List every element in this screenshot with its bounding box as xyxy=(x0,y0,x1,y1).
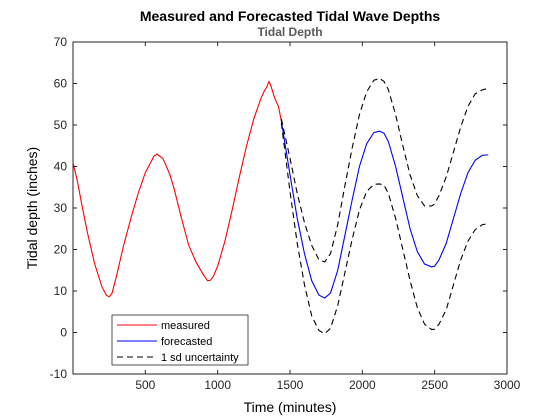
y-tick-label: -10 xyxy=(50,367,68,381)
x-tick-label: 3000 xyxy=(494,378,521,392)
ticks-layer: 500 1000 1500 2000 2500 3000 -10 0 10 20 30 40 50 60 7… xyxy=(50,35,521,392)
chart-subtitle: Tidal Depth xyxy=(257,25,322,39)
x-tick-label: 2500 xyxy=(421,378,448,392)
chart-title: Measured and Forecasted Tidal Wave Depth… xyxy=(140,8,441,24)
x-tick-label: 2000 xyxy=(349,378,376,392)
y-tick-label: 40 xyxy=(54,160,68,174)
x-axis-label: Time (minutes) xyxy=(244,399,337,415)
series-layer xyxy=(72,77,489,335)
series-line-uncertainty-lower xyxy=(280,122,489,335)
legend-entries: measured forecasted 1 sd uncertainty xyxy=(117,320,239,364)
legend-label: forecasted xyxy=(161,336,212,348)
x-tick-label: 500 xyxy=(135,378,155,392)
legend-label: 1 sd uncertainty xyxy=(161,352,239,364)
legend-box xyxy=(111,314,249,366)
series-line-forecasted xyxy=(280,120,489,299)
legend: measured forecasted 1 sd uncertainty xyxy=(111,314,249,366)
y-tick-label: 60 xyxy=(54,77,68,91)
legend-label: measured xyxy=(161,320,210,332)
series-line-measured xyxy=(72,79,282,298)
y-tick-label: 10 xyxy=(54,284,68,298)
y-axis-label: Tidal depth (inches) xyxy=(24,147,40,269)
y-tick-label: 70 xyxy=(54,35,68,49)
x-tick-label: 1500 xyxy=(277,378,304,392)
y-tick-label: 20 xyxy=(54,243,68,257)
y-tick-label: 30 xyxy=(54,201,68,215)
y-tick-label: 50 xyxy=(54,118,68,132)
y-tick-label: 0 xyxy=(60,326,67,340)
x-tick-label: 1000 xyxy=(204,378,231,392)
